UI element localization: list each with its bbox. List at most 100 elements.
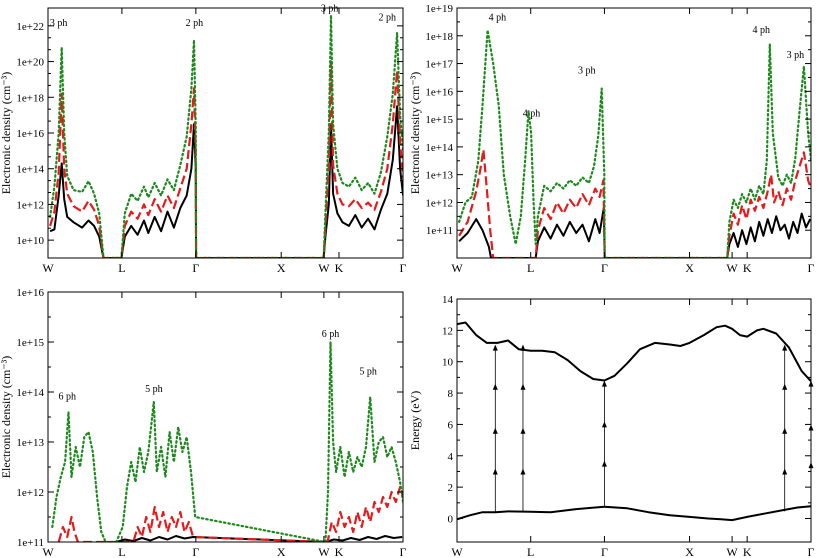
series-line-3: [51, 340, 403, 542]
phonon-annotation: 6 ph: [58, 392, 76, 403]
y-tick-label: 1e+14: [16, 387, 44, 399]
x-tick-label: W: [726, 261, 738, 275]
transition-arrowhead: [520, 344, 526, 351]
chart-panel-1: 1e+10 1e+12 1e+14 1e+16 1e+18 1e+20 1e+22 W L Γ X W…: [0, 4, 407, 275]
series-line-2: [458, 148, 811, 258]
plot-frame: [47, 7, 404, 259]
series-line-1: [49, 105, 403, 258]
phonon-annotation: 3 ph: [321, 4, 339, 15]
x-tick-label: X: [277, 545, 286, 558]
x-tick-label: K: [335, 545, 344, 558]
x-tick-label: W: [318, 545, 330, 558]
plot-frame: [456, 298, 812, 543]
y-tick-label: 1e+16: [16, 287, 44, 299]
transition-arrowhead: [782, 468, 788, 475]
transition-arrowhead: [520, 468, 526, 475]
x-tick-label: Γ: [192, 261, 199, 275]
y-tick-label: 1e+11: [426, 225, 453, 237]
x-tick-label: Γ: [400, 545, 407, 558]
phonon-annotation: 4 ph: [753, 25, 771, 36]
y-tick-label: 10: [442, 357, 454, 369]
phonon-annotation: 4 ph: [523, 108, 541, 119]
y-axis-label: Energy (eV): [408, 391, 422, 450]
x-tick-label: W: [726, 545, 738, 558]
x-tick-label: K: [743, 261, 752, 275]
phonon-annotation: 2 ph: [379, 13, 397, 24]
y-tick-label: 1e+22: [16, 21, 44, 33]
y-tick-label: 1e+20: [16, 57, 44, 69]
x-tick-label: W: [42, 261, 54, 275]
x-tick-label: X: [685, 545, 694, 558]
series-line-2: [57, 485, 403, 542]
y-axis-label: Electronic density (cm⁻³): [408, 72, 422, 195]
y-tick-label: 1e+18: [16, 92, 44, 104]
x-tick-label: Γ: [192, 545, 199, 558]
x-tick-label: X: [685, 261, 694, 275]
y-axis-label: Electronic density (cm⁻³): [0, 356, 13, 479]
series-line-3: [458, 29, 811, 258]
x-tick-label: W: [451, 545, 463, 558]
y-tick-label: 1e+13: [16, 437, 44, 449]
y-tick-label: 1e+14: [425, 142, 453, 154]
phonon-annotation: 5 ph: [359, 367, 377, 378]
y-tick-label: 1e+12: [16, 487, 44, 499]
y-tick-label: 1e+18: [425, 31, 453, 43]
series-group: [49, 14, 403, 258]
phonon-annotation: 3 ph: [787, 50, 805, 61]
x-tick-label: K: [335, 261, 344, 275]
y-tick-label: 12: [442, 325, 453, 337]
series-line-1: [458, 207, 811, 258]
transition-arrowhead: [520, 383, 526, 390]
plot-frame: [47, 291, 404, 543]
phonon-annotation: 6 ph: [322, 329, 340, 340]
x-tick-label: Γ: [808, 545, 815, 558]
transition-arrowhead: [601, 380, 607, 387]
series-line-2: [457, 505, 811, 522]
series-group: [457, 321, 811, 522]
phonon-annotation: 3 ph: [578, 65, 596, 76]
transition-arrowhead: [492, 468, 498, 475]
y-tick-label: 2: [448, 482, 454, 494]
series-line-3: [49, 14, 403, 258]
phonon-annotation: 2 ph: [186, 18, 204, 29]
chart-panel-2: 1e+11 1e+12 1e+13 1e+14 1e+15 1e+16 1e+17 1e+18…: [408, 3, 815, 275]
x-tick-label: W: [318, 261, 330, 275]
series-line-2: [49, 60, 403, 258]
y-tick-label: 1e+12: [16, 199, 44, 211]
x-tick-label: Γ: [400, 261, 407, 275]
series-group: [458, 29, 811, 258]
x-tick-label: Γ: [601, 545, 608, 558]
x-tick-label: W: [42, 545, 54, 558]
y-tick-label: 14: [442, 294, 454, 306]
transition-arrowhead: [782, 344, 788, 351]
transition-arrowhead: [520, 427, 526, 434]
y-tick-label: 8: [448, 388, 454, 400]
series-line-1: [457, 321, 811, 382]
y-tick-label: 1e+19: [425, 3, 453, 15]
y-tick-label: 4: [448, 451, 454, 463]
y-tick-label: 1e+15: [425, 114, 453, 126]
transition-arrowhead: [782, 427, 788, 434]
y-axis-label: Electronic density (cm⁻³): [0, 72, 13, 195]
transition-arrowhead: [601, 421, 607, 428]
y-tick-label: 1e+16: [16, 128, 44, 140]
y-tick-label: 1e+14: [16, 164, 44, 176]
series-group: [51, 340, 403, 542]
x-tick-label: L: [118, 261, 125, 275]
transition-arrowhead: [492, 383, 498, 390]
y-tick-label: 1e+10: [16, 235, 44, 247]
transition-arrowhead: [492, 427, 498, 434]
x-tick-label: L: [527, 545, 534, 558]
x-tick-label: Γ: [601, 261, 608, 275]
x-tick-label: K: [743, 545, 752, 558]
x-tick-label: X: [277, 261, 286, 275]
phonon-annotation: 3 ph: [50, 18, 68, 29]
transition-arrowhead: [601, 460, 607, 467]
y-tick-label: 6: [448, 419, 454, 431]
transition-arrowhead: [492, 344, 498, 351]
transition-arrowhead: [782, 383, 788, 390]
y-tick-label: 1e+11: [17, 537, 44, 549]
